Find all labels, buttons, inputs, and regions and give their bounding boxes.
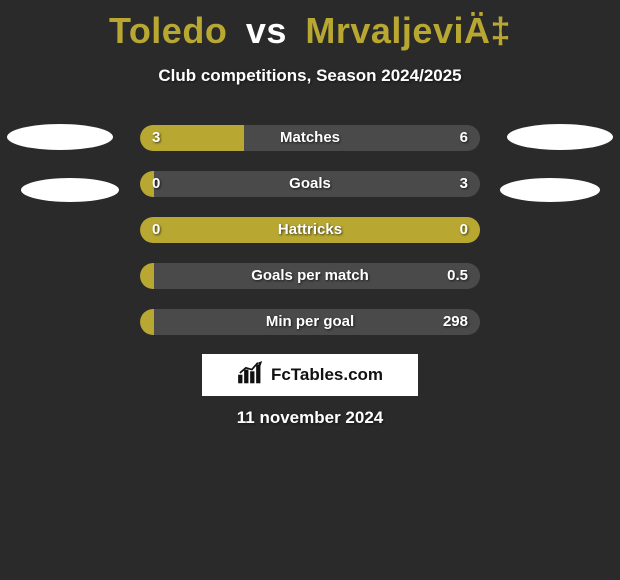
stat-right-value: 6	[460, 125, 468, 151]
stat-row: 0Goals3	[140, 171, 480, 197]
stat-row: 3Matches6	[140, 125, 480, 151]
chart-icon	[237, 361, 265, 390]
page-title: Toledo vs MrvaljeviÄ‡	[0, 0, 620, 52]
stat-row: Min per goal298	[140, 309, 480, 335]
stat-right-value: 3	[460, 171, 468, 197]
date-text: 11 november 2024	[0, 408, 620, 428]
subtitle: Club competitions, Season 2024/2025	[0, 66, 620, 86]
side-oval	[7, 124, 113, 150]
stat-right-value: 0.5	[447, 263, 468, 289]
side-oval	[507, 124, 613, 150]
player1-name: Toledo	[109, 10, 227, 51]
stat-label: Goals per match	[140, 263, 480, 289]
stat-label: Matches	[140, 125, 480, 151]
stat-right-value: 298	[443, 309, 468, 335]
vs-text: vs	[246, 10, 287, 51]
stat-row: 0Hattricks0	[140, 217, 480, 243]
stat-rows: 3Matches60Goals30Hattricks0Goals per mat…	[140, 125, 480, 355]
brand-logo-box: FcTables.com	[202, 354, 418, 396]
player2-name: MrvaljeviÄ‡	[305, 10, 511, 51]
side-oval	[21, 178, 119, 202]
stat-label: Hattricks	[140, 217, 480, 243]
stat-row: Goals per match0.5	[140, 263, 480, 289]
stat-right-value: 0	[460, 217, 468, 243]
side-oval	[500, 178, 600, 202]
stat-label: Min per goal	[140, 309, 480, 335]
stat-label: Goals	[140, 171, 480, 197]
brand-text: FcTables.com	[271, 365, 383, 385]
